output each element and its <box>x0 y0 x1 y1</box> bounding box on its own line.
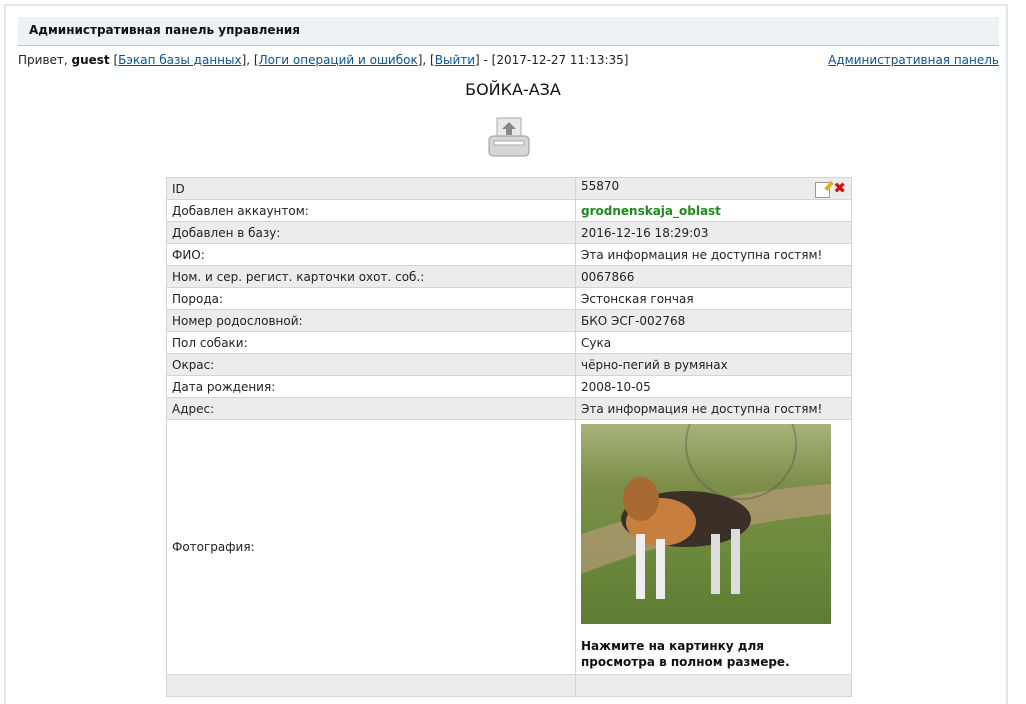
edit-icon[interactable] <box>814 180 834 198</box>
field-value: 0067866 <box>581 269 635 284</box>
admin-panel-link[interactable]: Административная панель <box>828 53 999 67</box>
page-title: БОЙКА-АЗА <box>465 80 561 99</box>
field-label: Добавлен аккаунтом: <box>166 199 576 222</box>
table-row <box>166 674 852 697</box>
photo-row: Фотография: Нажмите на картинку для просм… <box>166 419 852 675</box>
dog-photo[interactable] <box>581 424 831 624</box>
user-bar: Привет, guest [Бэкап базы данных], [Логи… <box>18 53 999 67</box>
field-value: Эта информация не доступна гостям! <box>581 247 823 262</box>
backup-link[interactable]: Бэкап базы данных <box>118 53 242 67</box>
field-label: ФИО: <box>166 243 576 266</box>
delete-icon[interactable]: ✖ <box>833 179 846 198</box>
field-label: ID <box>166 177 576 200</box>
logs-link[interactable]: Логи операций и ошибок <box>258 53 418 67</box>
username: guest <box>71 53 110 67</box>
field-label: Дата рождения: <box>166 375 576 398</box>
table-row: Адрес: Эта информация не доступна гостям! <box>166 397 852 420</box>
field-label: Окрас: <box>166 353 576 376</box>
field-label: Номер родословной: <box>166 309 576 332</box>
table-row: Номер родословной: БКО ЭСГ-002768 <box>166 309 852 332</box>
table-row: Добавлен аккаунтом: grodnenskaja_oblast <box>166 199 852 222</box>
table-row: Окрас: чёрно-пегий в румянах <box>166 353 852 376</box>
logout-link[interactable]: Выйти <box>434 53 476 67</box>
field-value: Эстонская гончая <box>581 291 694 306</box>
page-frame <box>4 4 1008 704</box>
field-value: 2016-12-16 18:29:03 <box>581 225 709 240</box>
field-value: 2008-10-05 <box>581 379 651 394</box>
greeting: Привет, <box>18 53 72 67</box>
table-row: Добавлен в базу: 2016-12-16 18:29:03 <box>166 221 852 244</box>
dog-info-table: ID ✖ 55870 Добавлен аккаунтом: grodnenskaja… <box>166 177 852 697</box>
table-row: ФИО: Эта информация не доступна гостям! <box>166 243 852 266</box>
field-label: Порода: <box>166 287 576 310</box>
printer-icon[interactable] <box>487 116 531 160</box>
field-label: Пол собаки: <box>166 331 576 354</box>
field-label: Добавлен в базу: <box>166 221 576 244</box>
photo-label: Фотография: <box>166 419 576 675</box>
panel-header: Административная панель управления <box>18 17 999 46</box>
field-value: Эта информация не доступна гостям! <box>581 401 823 416</box>
field-value: Сука <box>581 335 612 350</box>
field-value: БКО ЭСГ-002768 <box>581 313 686 328</box>
photo-caption: Нажмите на картинку для просмотра в полн… <box>581 639 790 669</box>
field-value: чёрно-пегий в румянах <box>581 357 728 372</box>
field-value: grodnenskaja_oblast <box>581 203 721 218</box>
datetime: [2017-12-27 11:13:35] <box>491 53 629 67</box>
table-row: Дата рождения: 2008-10-05 <box>166 375 852 398</box>
table-row: Ном. и сер. регист. карточки охот. соб.:… <box>166 265 852 288</box>
field-value: 55870 <box>581 179 620 194</box>
table-row: Пол собаки: Сука <box>166 331 852 354</box>
field-label: Адрес: <box>166 397 576 420</box>
field-label: Ном. и сер. регист. карточки охот. соб.: <box>166 265 576 288</box>
table-row: ID ✖ 55870 <box>166 177 852 200</box>
table-row: Порода: Эстонская гончая <box>166 287 852 310</box>
